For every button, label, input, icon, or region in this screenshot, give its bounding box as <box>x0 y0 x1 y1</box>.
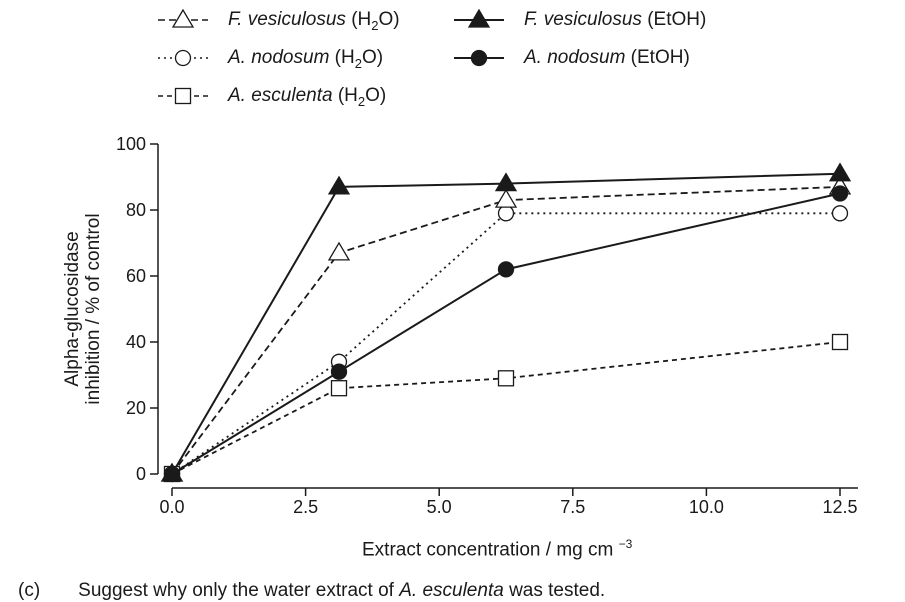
data-point-f-vesiculosus-h2o <box>327 241 351 261</box>
series-line-f-vesiculosus-h2o <box>171 186 841 475</box>
y-tick-label: 100 <box>116 134 146 154</box>
legend-marker <box>174 87 192 105</box>
series-line-a-nodosum-etoh <box>171 192 841 475</box>
legend-symbol-f-vesiculosus-etoh <box>454 8 504 28</box>
data-point-a-nodosum-h2o <box>831 205 849 222</box>
legend-marker <box>470 49 488 67</box>
data-point-a-esculenta-h2o <box>330 380 348 397</box>
legend-symbol-a-nodosum-h2o <box>158 49 208 67</box>
question-text-end: was tested. <box>503 580 606 601</box>
legend-marker <box>174 49 192 67</box>
question-c: (c) Suggest why only the water extract of… <box>18 580 605 602</box>
y-axis-label-line: Alpha-glucosidase <box>62 231 83 386</box>
x-tick-label: 10.0 <box>689 497 724 517</box>
data-point-f-vesiculosus-etoh <box>327 175 351 195</box>
y-tick-label: 80 <box>126 200 146 220</box>
series-line-f-vesiculosus-etoh <box>171 172 841 475</box>
y-tick-label: 20 <box>126 398 146 418</box>
data-point-a-nodosum-etoh <box>497 261 515 278</box>
data-point-a-nodosum-etoh <box>330 363 348 380</box>
y-axis-label: Alpha-glucosidaseinhibition / % of contr… <box>62 213 104 404</box>
legend-marker <box>171 8 195 28</box>
legend-species: A. nodosum <box>524 47 626 68</box>
series-line-a-nodosum-h2o <box>171 212 840 475</box>
y-axis-label-line: inhibition / % of control <box>83 213 104 404</box>
y-tick-label: 60 <box>126 266 146 286</box>
data-point-a-esculenta-h2o <box>497 370 515 387</box>
x-tick-label: 2.5 <box>293 497 318 517</box>
legend-entry-a-esculenta-h2o: A. esculenta (H2O) <box>228 85 387 109</box>
x-tick-label: 7.5 <box>560 497 585 517</box>
question-label: (c) <box>18 580 41 601</box>
y-tick-label: 0 <box>136 464 146 484</box>
x-axis-label-text: Extract concentration / mg cm <box>362 539 614 561</box>
x-tick-label: 5.0 <box>427 497 452 517</box>
legend-species: A. nodosum <box>228 47 330 68</box>
question-species: A. esculenta <box>399 580 504 601</box>
data-point-a-nodosum-etoh <box>831 185 849 202</box>
x-axis-label: Extract concentration / mg cm −3 <box>362 533 632 561</box>
data-point-f-vesiculosus-etoh <box>160 462 184 482</box>
legend-species: F. vesiculosus <box>228 9 346 30</box>
x-tick-label: 12.5 <box>822 497 857 517</box>
legend-species: F. vesiculosus <box>524 9 642 30</box>
legend-symbol-a-esculenta-h2o <box>158 87 208 105</box>
y-tick-label: 40 <box>126 332 146 352</box>
legend-symbol-a-nodosum-etoh <box>454 49 504 67</box>
legend-entry-f-vesiculosus-h2o: F. vesiculosus (H2O) <box>228 9 400 33</box>
legend-marker <box>467 8 491 28</box>
legend-entry-f-vesiculosus-etoh: F. vesiculosus (EtOH) <box>524 9 707 30</box>
legend-entry-a-nodosum-etoh: A. nodosum (EtOH) <box>524 47 690 68</box>
legend-species: A. esculenta <box>228 85 333 106</box>
legend-symbol-f-vesiculosus-h2o <box>158 8 208 28</box>
data-point-f-vesiculosus-etoh <box>828 162 852 182</box>
question-text: Suggest why only the water extract of <box>78 580 400 601</box>
x-tick-label: 0.0 <box>159 497 184 517</box>
data-point-f-vesiculosus-h2o <box>494 188 518 208</box>
data-point-f-vesiculosus-etoh <box>494 172 518 192</box>
data-point-a-nodosum-h2o <box>497 205 515 222</box>
data-point-a-esculenta-h2o <box>831 333 849 351</box>
legend-entry-a-nodosum-h2o: A. nodosum (H2O) <box>228 47 384 71</box>
x-axis-label-exponent: −3 <box>618 537 633 551</box>
series-line-a-esculenta-h2o <box>171 341 841 475</box>
